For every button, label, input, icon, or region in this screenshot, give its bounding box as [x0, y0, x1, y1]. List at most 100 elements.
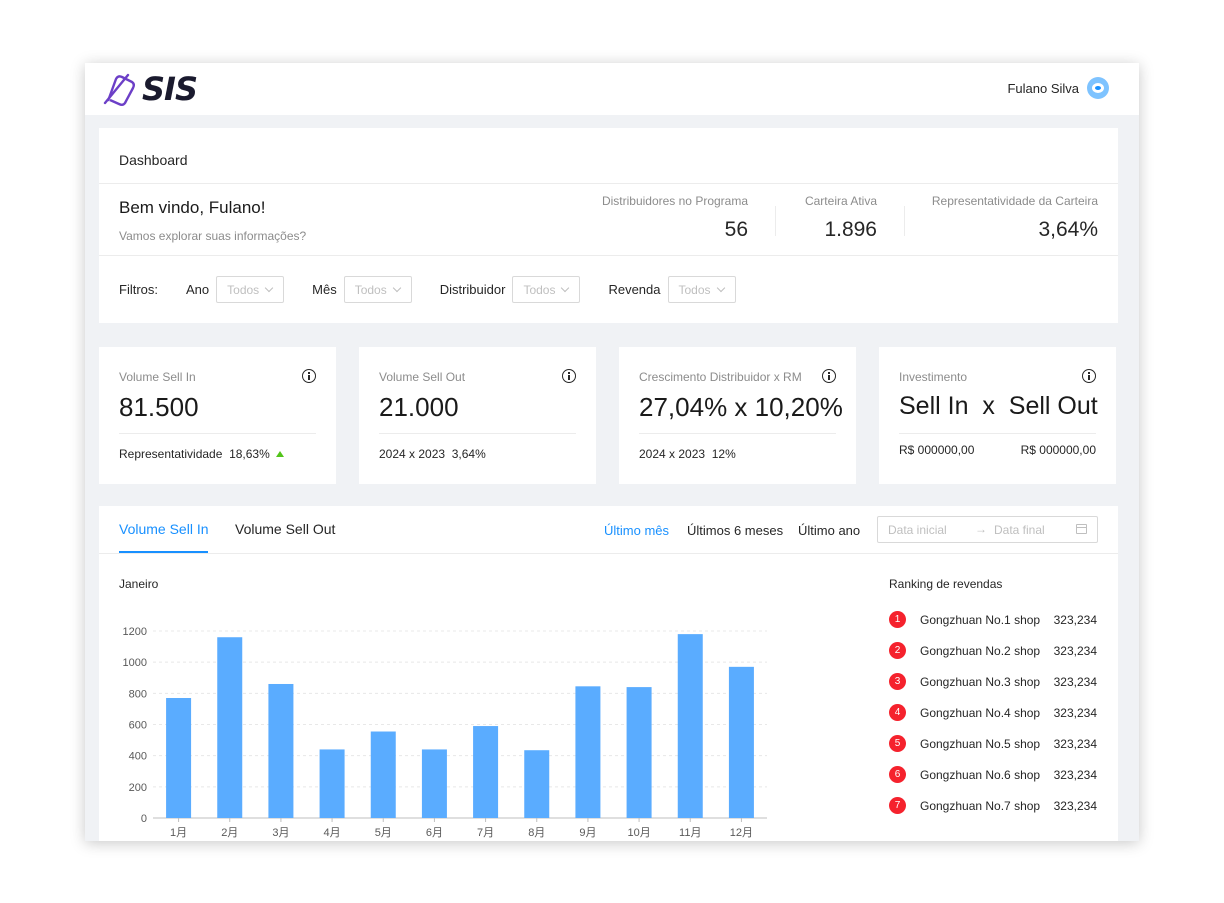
welcome-subtitle: Vamos explorar suas informações?	[119, 229, 307, 243]
divider	[99, 553, 1118, 554]
sell-in-label: Sell In	[899, 392, 969, 420]
stat-value: 3,64%	[1038, 218, 1098, 241]
date-end-input[interactable]: Data final	[994, 523, 1045, 537]
shop-name: Gongzhuan No.5 shop	[920, 737, 1041, 751]
bar-chart: 0 200 400 600 800 1000 1200 1月 2月 3月 4月 5月 6月 7月 8月 9月 1…	[123, 626, 767, 839]
stat-label: Carteira Ativa	[804, 194, 877, 208]
footer-label: Representatividade	[119, 447, 223, 461]
versus-label: x	[982, 392, 995, 420]
card-value: 81.500	[119, 392, 199, 422]
footer-label: 2024 x 2023	[639, 447, 706, 461]
shop-value: 323,234	[1053, 737, 1097, 751]
arrow-right-icon: →	[975, 522, 987, 536]
period-ultimo-ano[interactable]: Último ano	[798, 523, 861, 538]
select-value: Todos	[523, 282, 556, 297]
card-volume-sell-in: Volume Sell In 81.500 Representatividade…	[99, 347, 336, 484]
chevron-down-icon	[264, 283, 274, 292]
tab-volume-sell-in[interactable]: Volume Sell In	[119, 521, 209, 537]
divider	[99, 255, 1118, 256]
info-icon[interactable]	[562, 369, 576, 383]
select-value: Todos	[678, 282, 711, 297]
divider	[639, 433, 836, 434]
chart-title: Janeiro	[119, 577, 159, 591]
bar-3	[268, 683, 294, 818]
x-tick-label: 10月	[627, 827, 650, 839]
filter-revenda-label: Revenda	[608, 282, 661, 297]
divider	[99, 183, 1118, 184]
divider	[775, 206, 776, 236]
shop-name: Gongzhuan No.2 shop	[920, 644, 1041, 658]
tab-volume-sell-out[interactable]: Volume Sell Out	[235, 521, 336, 537]
sell-out-amount: R$ 000000,00	[1020, 443, 1096, 457]
card-value: 27,04% x 10,20%	[639, 392, 843, 422]
filters-label: Filtros:	[119, 282, 158, 297]
shop-name: Gongzhuan No.4 shop	[920, 706, 1041, 720]
filter-mes-select[interactable]: Todos	[343, 276, 412, 303]
footer-label: 2024 x 2023	[379, 447, 446, 461]
x-tick-label: 5月	[375, 827, 392, 839]
divider	[119, 433, 316, 434]
card-value: Sell In x Sell Out	[899, 392, 1098, 421]
bar-6	[421, 749, 447, 818]
calendar-icon[interactable]	[1076, 524, 1087, 534]
bar-12	[728, 666, 754, 818]
user-name: Fulano Silva	[1007, 80, 1079, 96]
shop-value: 323,234	[1053, 675, 1097, 689]
filter-revenda-select[interactable]: Todos	[667, 276, 736, 303]
select-value: Todos	[227, 282, 260, 297]
divider	[899, 433, 1096, 434]
y-tick-label: 800	[129, 688, 147, 700]
shop-value: 323,234	[1053, 799, 1097, 813]
bar-8	[524, 750, 550, 818]
x-tick-label: 4月	[324, 827, 341, 839]
card-volume-sell-out: Volume Sell Out 21.000 2024 x 2023 3,64%	[359, 347, 596, 484]
sis-logo[interactable]: SIS	[102, 69, 212, 109]
period-ultimo-mes[interactable]: Último mês	[604, 523, 670, 538]
rank-badge: 7	[889, 797, 906, 814]
date-range-picker[interactable]: Data inicial → Data final	[877, 516, 1098, 543]
x-tick-label: 3月	[272, 827, 289, 839]
x-tick-label: 1月	[170, 827, 187, 839]
shop-value: 323,234	[1053, 706, 1097, 720]
footer-value: 3,64%	[451, 447, 486, 461]
card-value: 21.000	[379, 392, 459, 422]
sis-logo-icon	[103, 73, 135, 106]
footer-value: 12%	[711, 447, 736, 461]
bar-7	[473, 726, 499, 818]
avatar[interactable]	[1087, 77, 1109, 99]
info-icon[interactable]	[302, 369, 316, 383]
ranking-item: 7 Gongzhuan No.7 shop 323,234	[889, 797, 1097, 815]
filter-distribuidor-select[interactable]: Todos	[512, 276, 581, 303]
rank-badge: 6	[889, 766, 906, 783]
info-icon[interactable]	[1082, 369, 1096, 383]
shop-name: Gongzhuan No.1 shop	[920, 613, 1041, 627]
shop-value: 323,234	[1053, 644, 1097, 658]
y-tick-label: 1200	[123, 626, 147, 638]
bar-4	[319, 749, 345, 818]
x-tick-label: 6月	[426, 827, 443, 839]
date-start-input[interactable]: Data inicial	[888, 523, 947, 537]
active-tab-indicator	[119, 551, 208, 553]
filter-mes-label: Mês	[312, 282, 337, 297]
top-bar: SIS Fulano Silva	[85, 63, 1139, 115]
user-menu[interactable]: Fulano Silva	[1007, 77, 1109, 99]
filter-ano-label: Ano	[186, 282, 210, 297]
page-title: Dashboard	[119, 152, 188, 168]
card-footer: 2024 x 2023 3,64%	[379, 447, 486, 461]
bar-10	[626, 687, 652, 818]
filter-distribuidor-label: Distribuidor	[439, 282, 506, 297]
footer-value: 18,63%	[229, 447, 270, 461]
card-label: Volume Sell In	[119, 370, 196, 384]
shop-name: Gongzhuan No.7 shop	[920, 799, 1041, 813]
shop-name: Gongzhuan No.6 shop	[920, 768, 1041, 782]
y-tick-label: 200	[129, 782, 147, 794]
dashboard-header-panel: Dashboard Bem vindo, Fulano! Vamos explo…	[99, 128, 1118, 323]
stat-value: 1.896	[824, 218, 877, 241]
rank-badge: 2	[889, 642, 906, 659]
info-icon[interactable]	[822, 369, 836, 383]
shop-name: Gongzhuan No.3 shop	[920, 675, 1041, 689]
period-ultimos-6-meses[interactable]: Últimos 6 meses	[687, 523, 784, 538]
filter-ano-select[interactable]: Todos	[216, 276, 285, 303]
bar-2	[217, 637, 243, 818]
filters-bar: Filtros: Ano Todos Mês Todos Distribuido…	[119, 276, 764, 303]
